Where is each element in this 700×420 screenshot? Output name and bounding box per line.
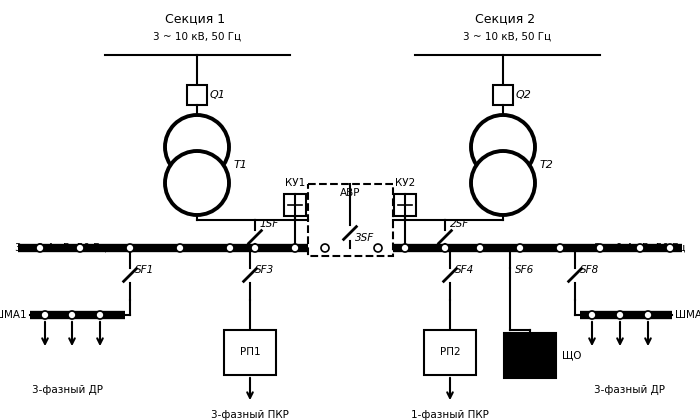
Text: АВР: АВР [340,188,360,198]
Circle shape [636,244,644,252]
Bar [493,85,513,105]
Circle shape [616,311,624,319]
Circle shape [126,244,134,252]
Text: 3 ~ 10 кВ, 50 Гц: 3 ~ 10 кВ, 50 Гц [463,32,551,42]
Circle shape [165,151,229,215]
Text: SF3: SF3 [255,265,274,275]
Text: 2SF: 2SF [450,219,469,229]
Circle shape [588,311,596,319]
Bar [424,330,476,375]
Text: Секция 2: Секция 2 [475,12,535,25]
Circle shape [666,244,674,252]
Text: Секция 1: Секция 1 [165,12,225,25]
Circle shape [644,311,652,319]
Circle shape [471,115,535,179]
Text: ШМА2: ШМА2 [675,310,700,320]
Text: 3-фазный ДР: 3-фазный ДР [594,385,666,395]
Bar [307,184,393,256]
Text: 3SF: 3SF [355,233,374,243]
Circle shape [41,311,49,319]
Circle shape [321,244,329,252]
Bar [187,85,207,105]
Text: SF4: SF4 [455,265,475,275]
Circle shape [441,244,449,252]
Circle shape [556,244,564,252]
Circle shape [374,244,382,252]
Text: ШМА1: ШМА1 [0,310,27,320]
Text: 3-фазный ДР: 3-фазный ДР [32,385,104,395]
Text: ЩО: ЩО [562,350,582,360]
Text: SF1: SF1 [135,265,154,275]
Circle shape [226,244,234,252]
Text: КУ1: КУ1 [285,178,305,188]
Text: КУ2: КУ2 [395,178,415,188]
Bar [224,330,276,375]
Circle shape [251,244,259,252]
Text: Q1: Q1 [210,90,226,100]
Text: РП1: РП1 [239,347,260,357]
Text: SF8: SF8 [580,265,599,275]
Text: 3 ~ 0,4 кВ, 50 Гц: 3 ~ 0,4 кВ, 50 Гц [15,243,106,253]
Circle shape [76,244,84,252]
Bar [504,333,556,378]
Text: 3-фазный ПКР: 3-фазный ПКР [211,410,289,420]
Text: T1: T1 [234,160,248,170]
Circle shape [36,244,44,252]
Circle shape [476,244,484,252]
Text: 1-фазный ПКР: 1-фазный ПКР [411,410,489,420]
Text: 3 ~ 0,4 кВ, 50 Гц: 3 ~ 0,4 кВ, 50 Гц [594,243,685,253]
Circle shape [471,151,535,215]
Circle shape [96,311,104,319]
Text: 3 ~ 10 кВ, 50 Гц: 3 ~ 10 кВ, 50 Гц [153,32,241,42]
Circle shape [165,115,229,179]
Circle shape [596,244,604,252]
Circle shape [516,244,524,252]
Bar [284,194,306,216]
Text: РП2: РП2 [440,347,461,357]
Bar [394,194,416,216]
Circle shape [401,244,409,252]
Circle shape [176,244,184,252]
Circle shape [68,311,76,319]
Text: 1SF: 1SF [260,219,279,229]
Text: Q2: Q2 [516,90,532,100]
Text: T2: T2 [540,160,554,170]
Text: SF6: SF6 [515,265,534,275]
Circle shape [291,244,299,252]
